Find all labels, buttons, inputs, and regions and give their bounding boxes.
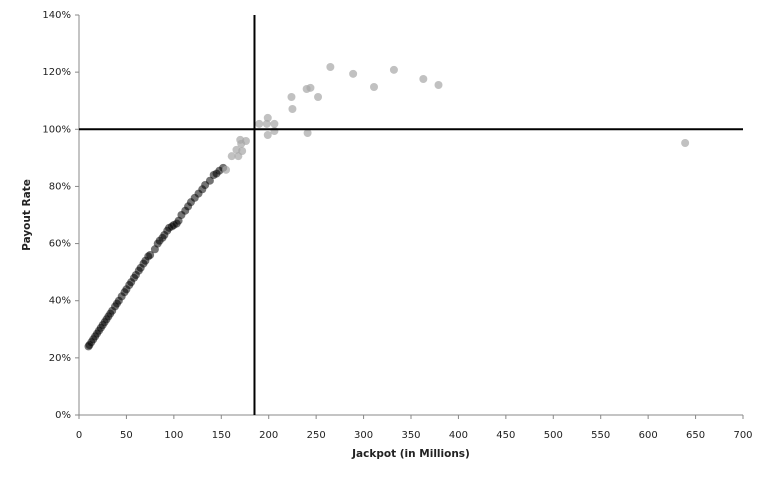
point: [370, 83, 379, 91]
y-tick-label: 100%: [42, 124, 71, 135]
point: [349, 69, 358, 78]
y-axis-title: Payout Rate: [21, 179, 33, 251]
point: [263, 113, 272, 122]
x-tick-label: 650: [686, 430, 705, 441]
point: [306, 83, 315, 92]
x-tick-label: 100: [164, 430, 183, 441]
x-tick-label: 600: [639, 430, 658, 441]
x-axis-title: Jackpot (in Millions): [351, 448, 470, 460]
point: [238, 147, 247, 155]
point: [287, 93, 296, 101]
point: [241, 137, 250, 145]
point: [303, 129, 312, 137]
x-tick-label: 500: [544, 430, 563, 441]
point: [227, 152, 236, 161]
point: [419, 75, 428, 83]
x-tick-label: 350: [401, 430, 420, 441]
x-tick-label: 150: [212, 430, 231, 441]
point: [222, 165, 231, 174]
x-tick-label: 0: [76, 430, 82, 441]
point: [434, 81, 443, 89]
x-tick-label: 250: [307, 430, 326, 441]
x-tick-label: 700: [733, 430, 752, 441]
point: [314, 93, 323, 101]
point: [270, 119, 279, 128]
x-tick-label: 400: [449, 430, 468, 441]
y-tick-label: 140%: [42, 10, 71, 21]
y-tick-label: 0%: [55, 410, 71, 421]
x-tick-label: 50: [120, 430, 133, 441]
point: [146, 251, 155, 259]
point: [262, 119, 271, 128]
point: [681, 139, 690, 147]
x-tick-label: 450: [496, 430, 515, 441]
x-tick-label: 550: [591, 430, 610, 441]
point: [326, 63, 335, 71]
point: [389, 65, 398, 74]
point: [255, 119, 264, 128]
y-tick-label: 120%: [42, 67, 71, 78]
x-tick-label: 300: [354, 430, 373, 441]
y-tick-label: 40%: [49, 296, 71, 307]
point: [288, 105, 297, 113]
point: [263, 131, 272, 139]
x-tick-label: 200: [259, 430, 278, 441]
point: [205, 176, 214, 185]
y-tick-label: 60%: [49, 239, 71, 250]
y-tick-label: 80%: [49, 181, 71, 192]
point: [270, 127, 279, 135]
y-tick-label: 20%: [49, 353, 71, 364]
